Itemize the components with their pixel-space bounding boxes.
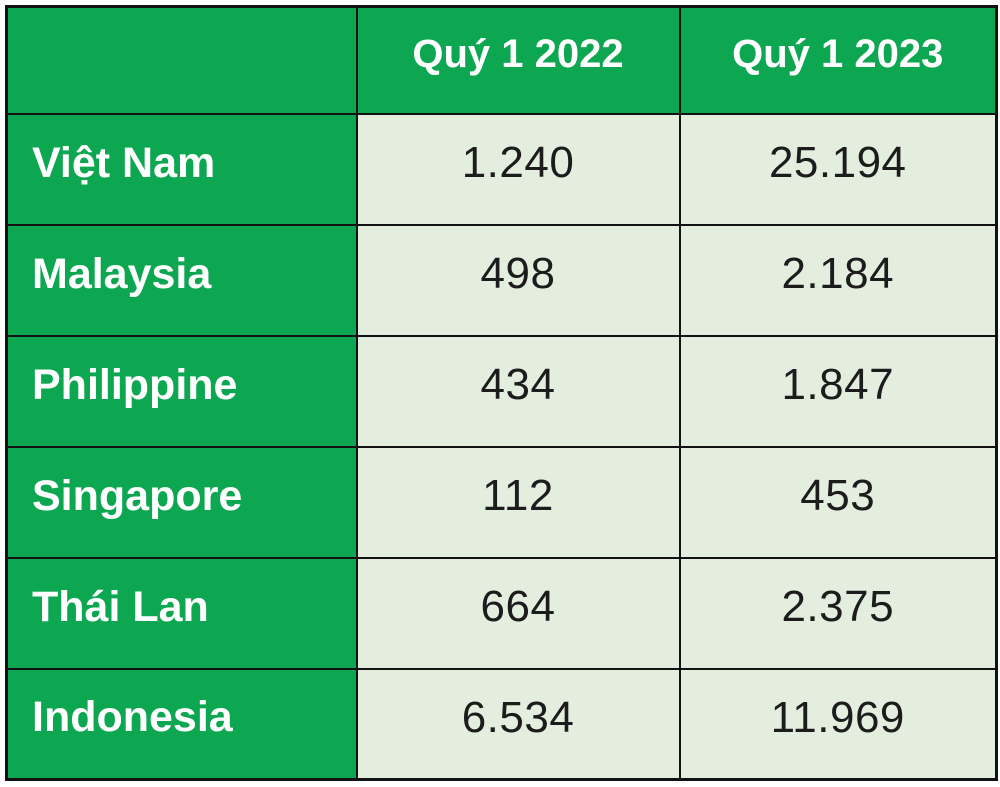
- table-row-malaysia: Malaysia 498 2.184: [5, 223, 998, 337]
- row-label: Việt Nam: [5, 112, 358, 226]
- table-row-singapore: Singapore 112 453: [5, 445, 998, 559]
- value-cell: 25.194: [678, 112, 998, 226]
- value-cell: 112: [355, 445, 681, 559]
- value-cell: 498: [355, 223, 681, 337]
- table-row-thai-lan: Thái Lan 664 2.375: [5, 556, 998, 670]
- table-row-philippine: Philippine 434 1.847: [5, 334, 998, 448]
- value-cell: 6.534: [355, 667, 681, 781]
- comparison-table-container: Quý 1 2022 Quý 1 2023 Việt Nam 1.240 25.…: [5, 5, 998, 781]
- table-row-indonesia: Indonesia 6.534 11.969: [5, 667, 998, 781]
- row-label: Indonesia: [5, 667, 358, 781]
- value-cell: 1.240: [355, 112, 681, 226]
- value-cell: 1.847: [678, 334, 998, 448]
- column-header-q1-2022: Quý 1 2022: [355, 5, 681, 115]
- value-cell: 11.969: [678, 667, 998, 781]
- row-label: Philippine: [5, 334, 358, 448]
- header-row: Quý 1 2022 Quý 1 2023: [5, 5, 998, 115]
- quarterly-comparison-table: Quý 1 2022 Quý 1 2023 Việt Nam 1.240 25.…: [5, 5, 998, 781]
- table-row-viet-nam: Việt Nam 1.240 25.194: [5, 112, 998, 226]
- value-cell: 434: [355, 334, 681, 448]
- corner-cell: [5, 5, 358, 115]
- value-cell: 2.375: [678, 556, 998, 670]
- column-header-q1-2023: Quý 1 2023: [678, 5, 998, 115]
- row-label: Singapore: [5, 445, 358, 559]
- value-cell: 2.184: [678, 223, 998, 337]
- value-cell: 453: [678, 445, 998, 559]
- row-label: Malaysia: [5, 223, 358, 337]
- row-label: Thái Lan: [5, 556, 358, 670]
- value-cell: 664: [355, 556, 681, 670]
